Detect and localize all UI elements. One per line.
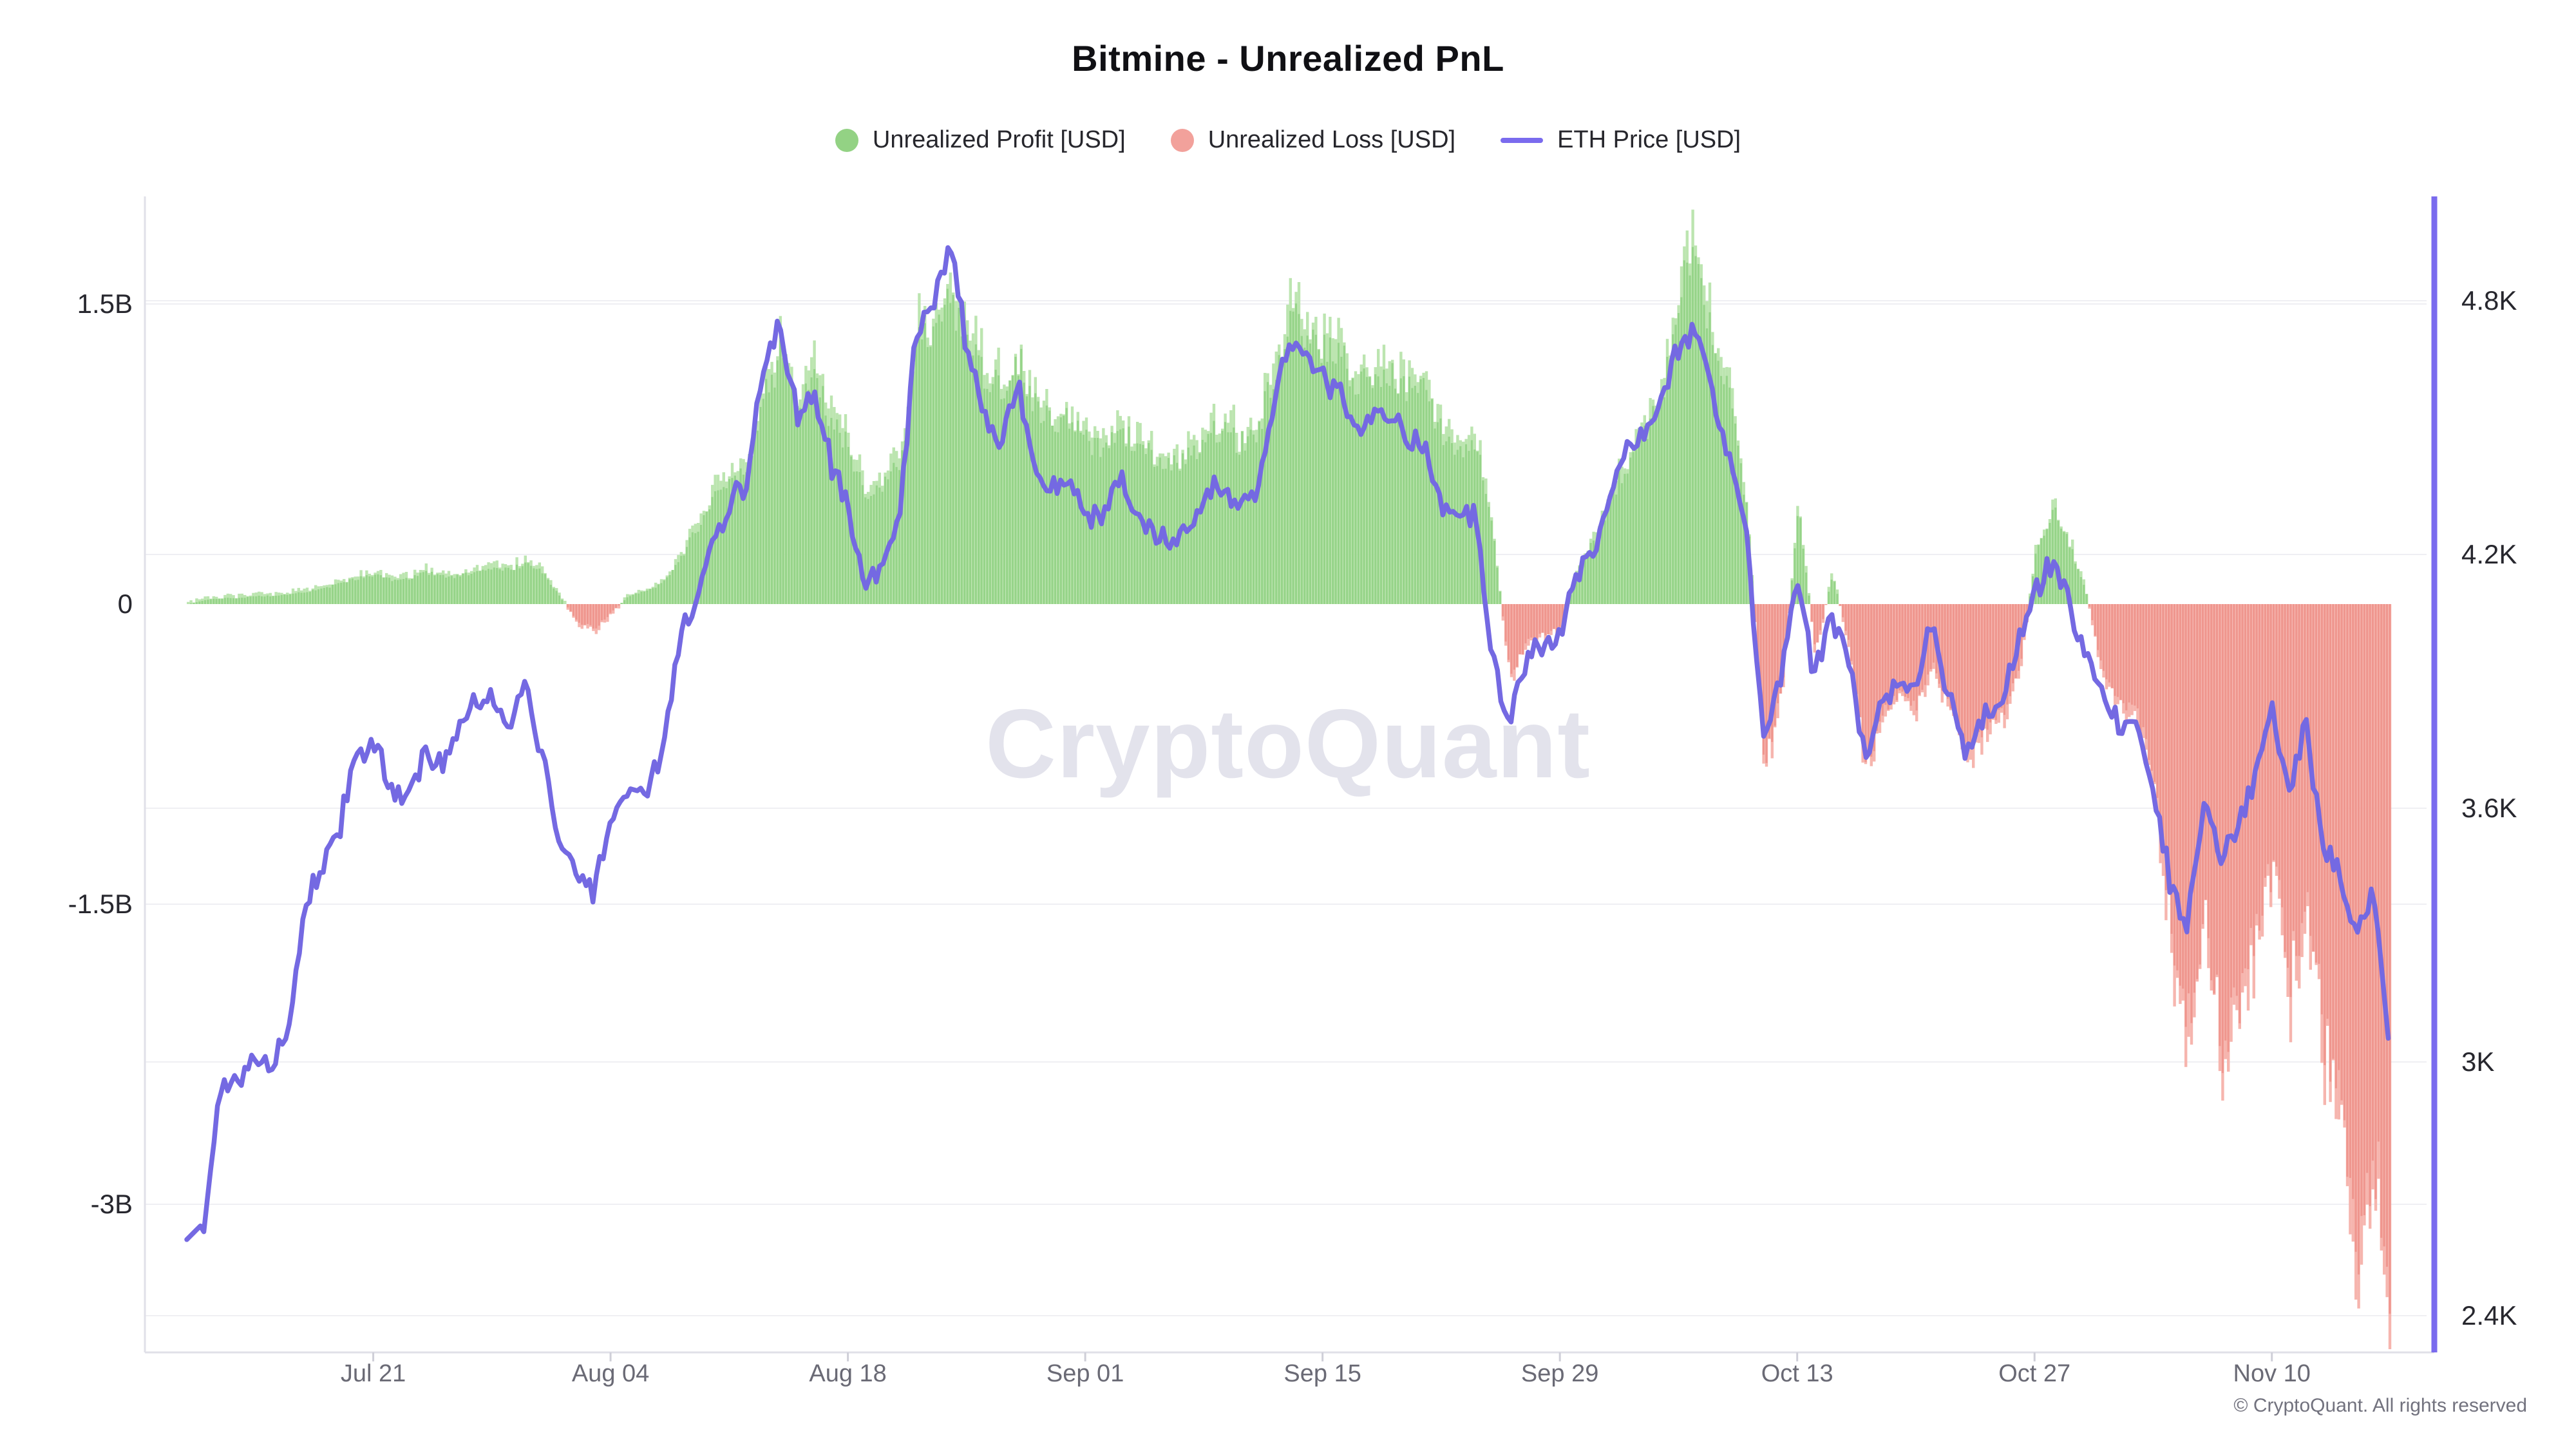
legend-label: ETH Price [USD] [1557, 126, 1741, 153]
legend-item-eth-price[interactable]: ETH Price [USD] [1501, 126, 1741, 154]
x-axis-label: Aug 04 [571, 1360, 650, 1387]
y-axis-right-label: 4.8K [2461, 285, 2517, 316]
legend-item-unrealized-loss[interactable]: Unrealized Loss [USD] [1170, 126, 1456, 154]
y-axis-right-label: 3.6K [2461, 793, 2517, 823]
y-axis-left-label: 0 [117, 589, 133, 619]
legend: Unrealized Profit [USD] Unrealized Loss … [0, 126, 2576, 154]
y-axis-left-label: -3B [90, 1189, 133, 1219]
cryptoquant-watermark: CryptoQuant [985, 689, 1591, 799]
copyright-notice: © CryptoQuant. All rights reserved [2233, 1395, 2527, 1416]
y-axis-left-label: 1.5B [77, 289, 133, 319]
x-axis-label: Sep 29 [1520, 1360, 1599, 1387]
y-axis-right-label: 4.2K [2461, 539, 2517, 569]
x-axis-label: Jul 21 [340, 1360, 406, 1387]
legend-label: Unrealized Loss [USD] [1208, 126, 1456, 153]
eth-price-swatch-icon [1501, 137, 1544, 143]
y-axis-right-label: 3K [2461, 1046, 2495, 1077]
x-axis-label: Oct 13 [1761, 1360, 1833, 1387]
loss-swatch-icon [1170, 128, 1194, 152]
x-axis-label: Nov 10 [2233, 1360, 2311, 1387]
x-axis-label: Oct 27 [1998, 1360, 2071, 1387]
legend-item-unrealized-profit[interactable]: Unrealized Profit [USD] [835, 126, 1126, 154]
x-axis-label: Aug 18 [809, 1360, 887, 1387]
y-axis-right-label: 2.4K [2461, 1300, 2517, 1331]
x-axis-label: Sep 01 [1046, 1360, 1124, 1387]
profit-swatch-icon [835, 128, 858, 152]
x-axis-label: Sep 15 [1283, 1360, 1361, 1387]
page-title: Bitmine - Unrealized PnL [1072, 38, 1504, 79]
y-axis-left-label: -1.5B [68, 889, 133, 919]
eth-price-line [184, 245, 2391, 1242]
legend-label: Unrealized Profit [USD] [872, 126, 1126, 153]
